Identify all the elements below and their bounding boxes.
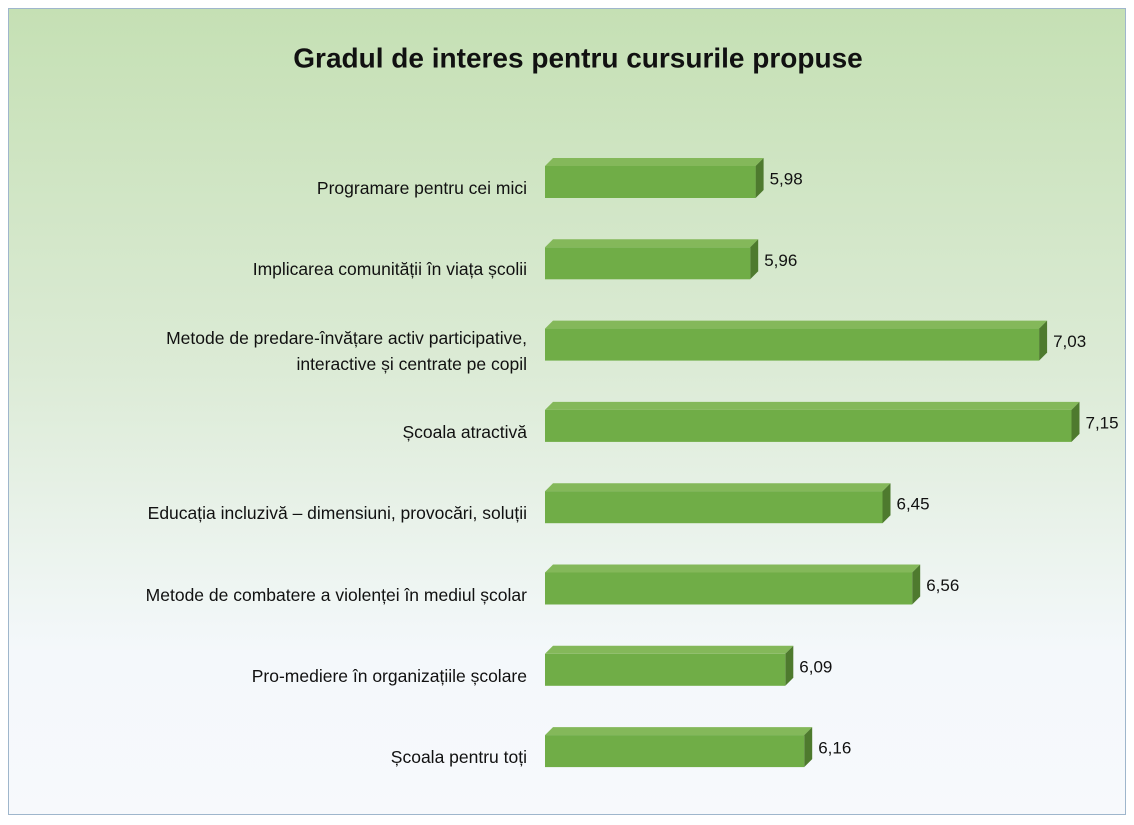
bar-top <box>545 320 1048 329</box>
bar <box>545 328 1040 361</box>
bar <box>545 166 756 198</box>
value-label: 7,15 <box>1086 413 1119 432</box>
bar-side <box>1071 401 1080 442</box>
bar-side <box>785 645 794 686</box>
bar-side <box>804 727 813 768</box>
bar-top <box>545 401 1080 410</box>
category-label: Metode de predare-învățare activ partici… <box>166 327 527 374</box>
category-label: Implicarea comunității în viața școlii <box>252 259 527 280</box>
category-label: Pro-mediere în organizațiile școlare <box>251 665 527 686</box>
bar <box>545 572 913 605</box>
value-label: 6,56 <box>926 576 959 595</box>
bar-side <box>912 564 921 605</box>
bar <box>545 247 751 280</box>
bar <box>545 491 883 524</box>
bar-top <box>545 645 794 654</box>
value-label: 6,16 <box>818 739 851 758</box>
category-label: Școala pentru toți <box>390 747 527 768</box>
bar-top <box>545 483 891 492</box>
value-label: 5,96 <box>764 251 797 270</box>
value-label: 5,98 <box>770 169 803 188</box>
category-label: Programare pentru cei mici <box>316 178 527 198</box>
category-label: Școala atractivă <box>402 421 527 442</box>
bar <box>545 653 786 686</box>
value-label: 7,03 <box>1053 332 1086 351</box>
category-label: Metode de combatere a violenței în mediu… <box>145 584 527 605</box>
bar-top <box>545 727 813 736</box>
bar <box>545 735 805 768</box>
bar-side <box>755 158 764 198</box>
bar <box>545 409 1072 442</box>
bar-side <box>750 239 759 280</box>
bar-top <box>545 158 764 166</box>
category-label: Educația incluzivă – dimensiuni, provocă… <box>147 503 527 524</box>
value-label: 6,09 <box>799 657 832 676</box>
bar-side <box>882 483 891 524</box>
value-label: 6,45 <box>897 495 930 514</box>
bar-side <box>1039 320 1048 361</box>
bar-top <box>545 564 921 573</box>
bar-top <box>545 239 759 248</box>
chart-title: Gradul de interes pentru cursurile propu… <box>293 42 862 73</box>
